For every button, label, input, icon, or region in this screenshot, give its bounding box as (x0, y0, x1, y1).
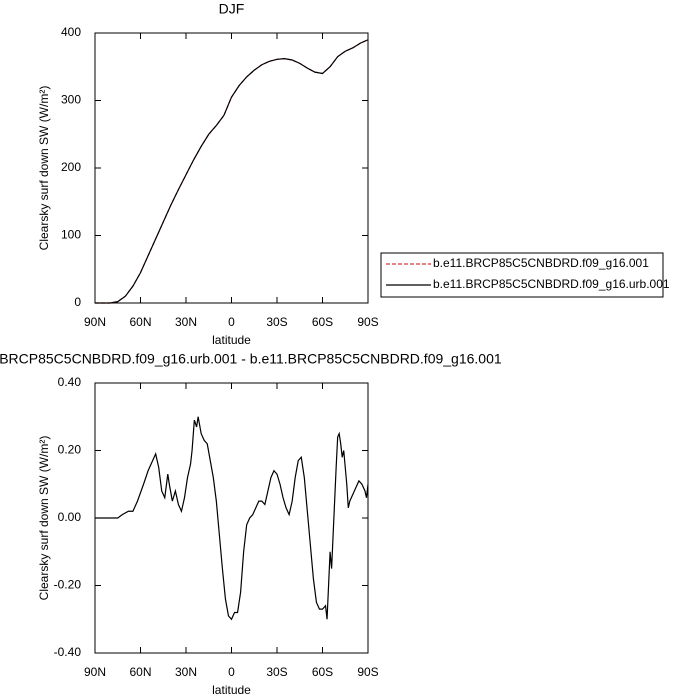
legend-label: b.e11.BRCP85C5CNBDRD.f09_g16.001 (433, 256, 649, 270)
y-tick-label: -0.20 (54, 578, 82, 592)
x-axis-label: latitude (212, 333, 251, 347)
x-tick-label: 90N (84, 315, 106, 329)
x-tick-label: 30S (266, 315, 287, 329)
legend-label: b.e11.BRCP85C5CNBDRD.f09_g16.urb.001 (433, 277, 670, 291)
x-axis-label: latitude (212, 683, 251, 697)
x-tick-label: 60S (312, 315, 333, 329)
legend-box (380, 252, 664, 298)
x-tick-label: 60N (129, 315, 151, 329)
x-tick-label: 30N (175, 315, 197, 329)
x-tick-label: 60S (312, 665, 333, 679)
y-tick-label: 400 (61, 25, 81, 39)
y-tick-label: 0 (74, 295, 81, 309)
y-axis-label: Clearsky surf down SW (W/m²) (37, 436, 51, 601)
x-tick-label: 30S (266, 665, 287, 679)
y-tick-label: 300 (61, 93, 81, 107)
y-tick-label: 0.40 (58, 375, 82, 389)
x-tick-label: 0 (228, 315, 235, 329)
chart-title: b.e11.BRCP85C5CNBDRD.f09_g16.urb.001 - b… (0, 351, 502, 367)
x-tick-label: 90N (84, 665, 106, 679)
data-line (95, 39, 369, 304)
y-tick-label: 100 (61, 228, 81, 242)
chart-title: DJF (219, 1, 245, 17)
x-tick-label: 0 (228, 665, 235, 679)
x-tick-label: 90S (357, 665, 378, 679)
plot-frame (94, 32, 369, 304)
y-tick-label: -0.40 (54, 645, 82, 659)
x-tick-label: 90S (357, 315, 378, 329)
y-tick-label: 0.00 (58, 510, 82, 524)
y-tick-label: 0.20 (58, 443, 82, 457)
x-tick-label: 30N (175, 665, 197, 679)
data-line (95, 416, 369, 621)
y-axis-label: Clearsky surf down SW (W/m²) (37, 86, 51, 251)
x-tick-label: 60N (129, 665, 151, 679)
data-line (95, 39, 369, 304)
y-tick-label: 200 (61, 160, 81, 174)
